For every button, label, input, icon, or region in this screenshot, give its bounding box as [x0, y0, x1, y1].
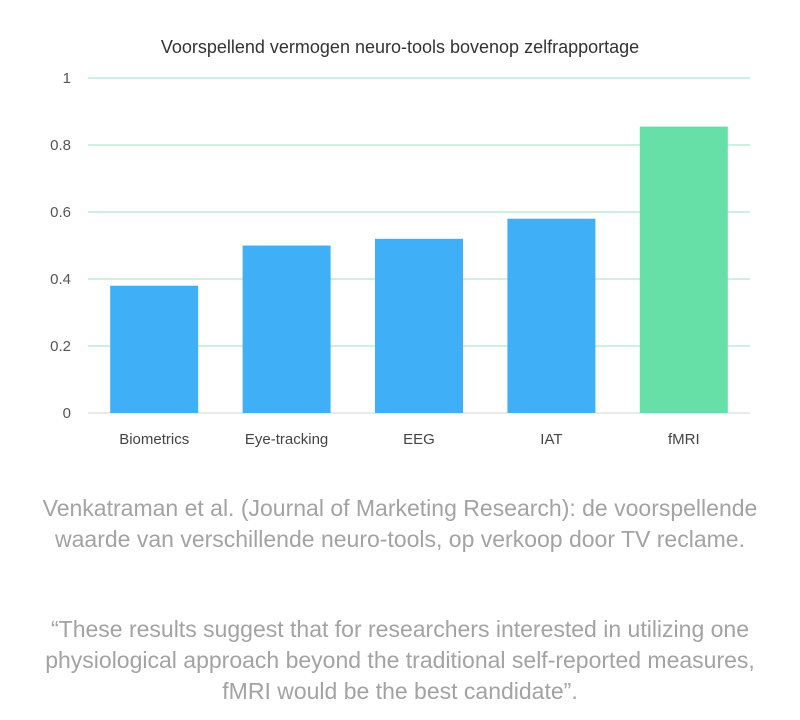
bar-iat — [507, 218, 596, 413]
y-tick-label: 0.6 — [50, 204, 71, 221]
bar-fmri — [639, 126, 728, 413]
y-tick-label: 0.2 — [50, 338, 71, 355]
y-tick-label: 0 — [63, 405, 71, 422]
y-tick-label: 0.8 — [50, 137, 71, 154]
bar-biometrics — [110, 285, 199, 413]
bar-eeg — [375, 238, 463, 413]
bar-chart: Voorspellend vermogen neuro-tools boveno… — [50, 37, 750, 448]
x-category-label: Biometrics — [119, 431, 189, 448]
bars — [110, 126, 728, 413]
chart-title: Voorspellend vermogen neuro-tools boveno… — [161, 37, 639, 57]
x-category-label: Eye-tracking — [245, 431, 328, 448]
x-axis-labels: Biometrics Eye-tracking EEG IAT fMRI — [119, 431, 699, 448]
y-tick-label: 1 — [63, 70, 71, 87]
quote-caption: “These results suggest that for research… — [45, 616, 755, 704]
y-axis-ticks: 0 0.2 0.4 0.6 0.8 1 — [50, 70, 71, 422]
x-category-label: IAT — [540, 431, 562, 448]
x-category-label: fMRI — [668, 431, 700, 448]
source-caption: Venkatraman et al. (Journal of Marketing… — [42, 495, 758, 552]
bar-eye-tracking — [242, 245, 331, 413]
x-category-label: EEG — [403, 431, 435, 448]
y-tick-label: 0.4 — [50, 271, 71, 288]
